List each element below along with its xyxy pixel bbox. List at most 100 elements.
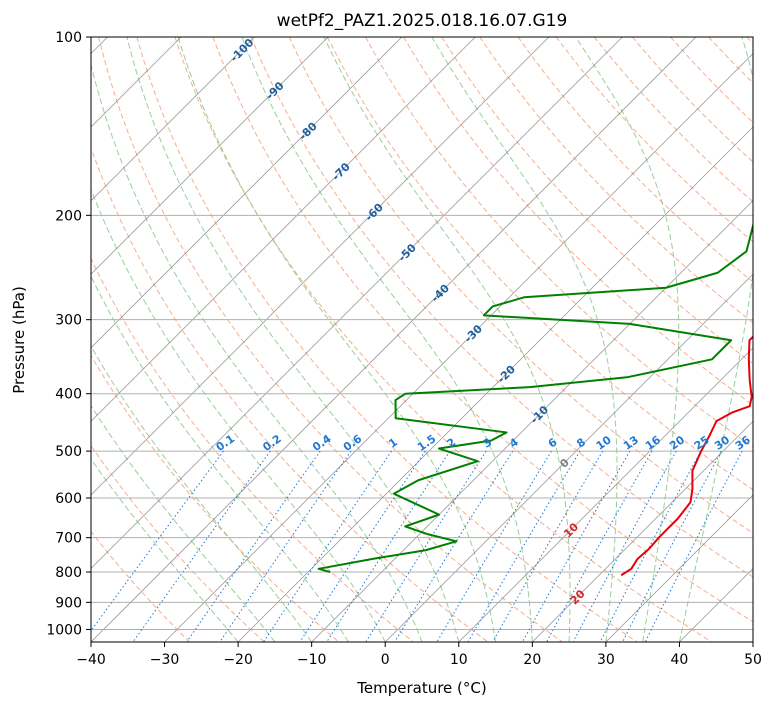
mixing-ratio-label: 4 (507, 435, 521, 450)
y-axis-label: Pressure (hPa) (10, 286, 28, 394)
mixing-ratio-label: 30 (712, 433, 732, 453)
moist-adiabat (241, 37, 533, 642)
dry-adiabat (91, 354, 340, 642)
dry-adiabat (174, 37, 713, 642)
y-tick-label: 600 (55, 491, 82, 507)
isotherm (91, 37, 329, 275)
isotherm-label: -90 (263, 79, 286, 102)
isotherm-label: -30 (462, 322, 485, 345)
moist-adiabat (678, 37, 753, 642)
mixing-ratio-label: 20 (667, 433, 687, 453)
dry-adiabat (708, 37, 753, 84)
isotherm (311, 200, 753, 642)
mixing-ratio-line (365, 450, 487, 642)
isotherm-label: -80 (297, 120, 320, 143)
y-tick-label: 100 (55, 30, 82, 46)
x-tick-label: 50 (744, 652, 762, 668)
mixing-ratio-line (299, 450, 426, 642)
moist-adiabat (177, 37, 497, 642)
moist-adiabat (91, 275, 349, 642)
mixing-ratio-line (572, 450, 677, 642)
x-tick-label: 10 (450, 652, 468, 668)
dry-adiabat (91, 530, 190, 642)
dry-adiabat (479, 37, 753, 324)
isotherm (91, 37, 403, 349)
mixing-ratio-label: 36 (733, 433, 753, 453)
mixing-ratio-line (394, 450, 514, 642)
dry-adiabat (632, 37, 753, 163)
y-tick-label: 900 (55, 595, 82, 611)
mixing-ratio-line (219, 450, 352, 642)
axes: −40 −30 −20 −10 0 10 20 30 40 50 100 200 300 400 500 60… (46, 30, 762, 668)
mixing-ratio-line (186, 450, 321, 642)
grid-layer (91, 37, 753, 642)
y-tick-label: 200 (55, 208, 82, 224)
x-tick-label: −40 (76, 652, 106, 668)
mixing-ratio-label: 6 (546, 435, 560, 450)
moist-adiabat (323, 37, 571, 642)
mixing-ratio-label: 16 (643, 433, 663, 453)
isotherm (91, 37, 476, 422)
isotherm-label: -10 (528, 403, 551, 426)
y-tick-label: 700 (55, 531, 82, 547)
mixing-ratio-line (546, 450, 653, 642)
mixing-ratio-label: 13 (621, 433, 641, 452)
temperature-line (620, 335, 753, 577)
isotherm (752, 641, 753, 642)
dry-adiabat (212, 37, 753, 623)
x-tick-label: 20 (523, 652, 541, 668)
x-tick-label: 30 (597, 652, 615, 668)
mixing-ratio-label: 3 (481, 436, 495, 451)
isotherm (384, 273, 753, 642)
x-tick-label: −30 (150, 652, 180, 668)
mixing-ratio-label: 10 (594, 433, 614, 453)
dry-adiabat (326, 37, 753, 491)
isotherm-label: 30 (574, 654, 594, 674)
mixing-ratio-label: 1 (386, 436, 400, 451)
isotherm (237, 126, 753, 642)
isotherm-label: -60 (363, 200, 386, 223)
isotherm (91, 37, 697, 642)
dry-adiabat (91, 444, 265, 642)
mixing-ratio-line (436, 450, 552, 642)
moist-adiabat (91, 345, 313, 642)
isotherm-label: 20 (568, 587, 588, 607)
mixing-ratio-line (599, 450, 702, 642)
moist-adiabat (91, 404, 276, 642)
mixing-ratio-line (622, 450, 722, 642)
y-tick-label: 500 (55, 444, 82, 460)
dry-adiabat (250, 37, 753, 578)
moist-adiabat (91, 62, 423, 642)
moist-adiabat (91, 188, 386, 642)
moist-adiabat (91, 458, 239, 642)
dewpoint-line (317, 221, 753, 573)
dry-adiabat (365, 37, 753, 448)
isotherm-label: -50 (396, 241, 419, 264)
dry-adiabat (91, 257, 414, 642)
isotherm (605, 494, 753, 642)
y-tick-label: 400 (55, 387, 82, 403)
mixing-ratio-line (467, 450, 581, 642)
isotherm (164, 52, 753, 642)
isotherm (458, 347, 753, 642)
dry-adiabat (593, 37, 753, 203)
moist-adiabat (126, 37, 460, 642)
plot-frame (90, 36, 754, 643)
x-tick-label: 40 (671, 652, 689, 668)
dry-adiabat (91, 146, 489, 642)
isotherm-label: -40 (429, 281, 452, 304)
mixing-ratio-line (326, 450, 451, 642)
isotherm (91, 37, 550, 496)
line-labels: 0.1 0.2 0.4 0.6 1 1.5 2 3 4 6 8 10 13 16 20 25 30 36-100-… (214, 37, 753, 674)
dry-adiabat (403, 37, 753, 406)
isotherm (91, 37, 255, 202)
y-tick-label: 1000 (46, 622, 82, 638)
chart-title: wetPf2_PAZ1.2025.018.16.07.G19 (277, 11, 568, 31)
data-lines (317, 221, 753, 577)
moist-adiabat (431, 37, 618, 642)
y-tick-label: 300 (55, 313, 82, 329)
dry-adiabat (441, 37, 753, 365)
x-axis-label: Temperature (°C) (356, 679, 486, 697)
dry-adiabat (517, 37, 753, 283)
